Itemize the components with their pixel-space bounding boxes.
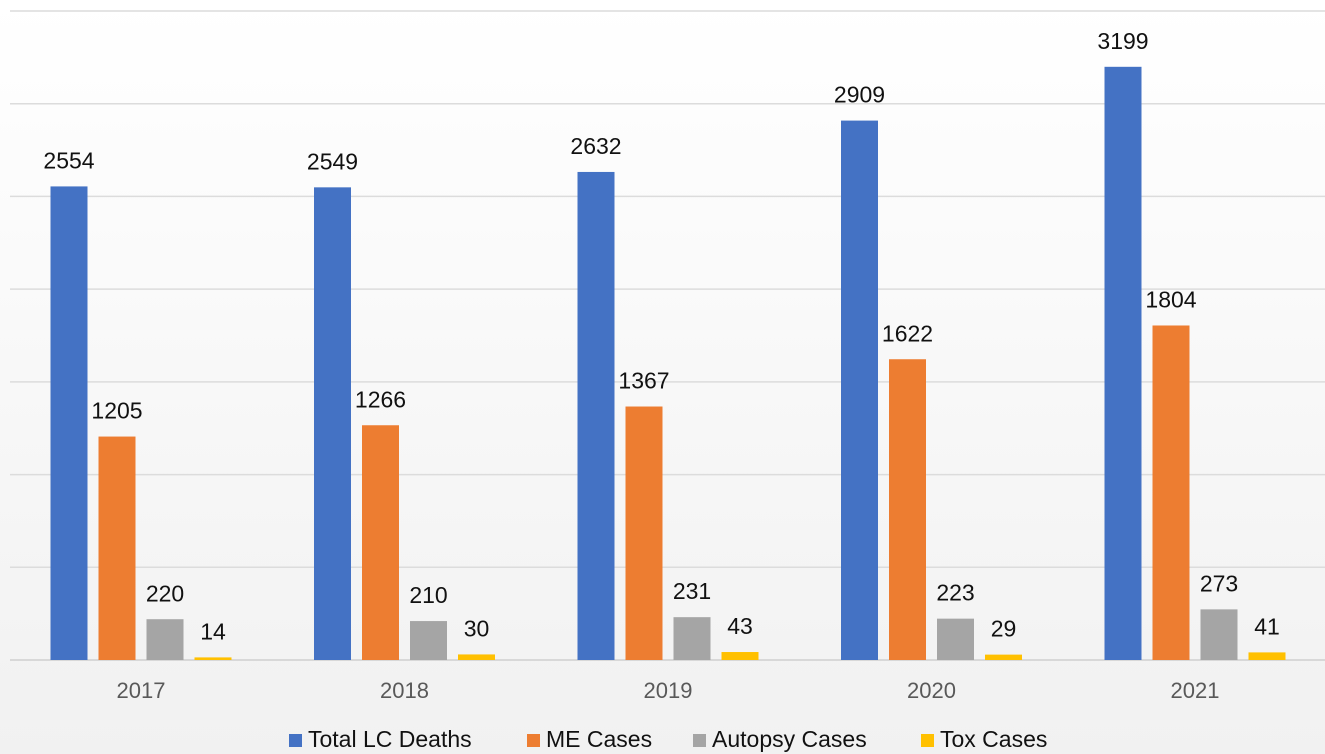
value-label: 2554 xyxy=(43,147,94,173)
value-label: 1205 xyxy=(91,398,142,424)
value-label: 30 xyxy=(464,616,490,642)
legend-swatch xyxy=(527,734,540,747)
value-label: 29 xyxy=(991,616,1017,642)
value-label: 1266 xyxy=(355,386,406,412)
bar xyxy=(458,654,495,660)
bar xyxy=(577,171,615,660)
bar xyxy=(194,657,232,660)
bar xyxy=(146,619,184,660)
value-label: 223 xyxy=(936,580,974,606)
value-label: 1804 xyxy=(1145,287,1196,313)
value-label: 2909 xyxy=(834,82,885,108)
value-label: 43 xyxy=(727,613,753,639)
x-tick-label: 2017 xyxy=(117,678,166,703)
bar xyxy=(889,359,926,660)
x-tick-label: 2019 xyxy=(644,678,693,703)
bar xyxy=(673,617,711,660)
value-label: 220 xyxy=(146,580,184,606)
value-label: 3199 xyxy=(1097,28,1148,54)
x-tick-label: 2020 xyxy=(907,678,956,703)
bar xyxy=(410,621,447,660)
value-label: 41 xyxy=(1254,613,1280,639)
bar xyxy=(721,652,759,660)
value-label: 2632 xyxy=(570,133,621,159)
bar xyxy=(1152,325,1190,660)
bar xyxy=(362,425,399,660)
bar xyxy=(98,436,136,660)
bar xyxy=(937,618,974,660)
legend-swatch xyxy=(693,734,706,747)
legend-label: ME Cases xyxy=(546,726,652,752)
legend-label: Tox Cases xyxy=(940,726,1047,752)
bar xyxy=(50,186,88,660)
bar xyxy=(314,187,351,660)
bar xyxy=(841,120,878,661)
bar xyxy=(1248,652,1286,660)
value-label: 2549 xyxy=(307,148,358,174)
legend-label: Autopsy Cases xyxy=(712,726,867,752)
legend-swatch xyxy=(921,734,934,747)
bar xyxy=(985,654,1022,660)
bar xyxy=(1104,66,1142,660)
bar xyxy=(625,406,663,660)
x-tick-label: 2021 xyxy=(1171,678,1220,703)
value-label: 210 xyxy=(409,582,447,608)
legend-swatch xyxy=(289,734,302,747)
value-label: 1622 xyxy=(882,320,933,346)
value-label: 231 xyxy=(673,578,711,604)
value-label: 1367 xyxy=(618,368,669,394)
x-tick-label: 2018 xyxy=(380,678,429,703)
value-label: 273 xyxy=(1200,570,1238,596)
legend-label: Total LC Deaths xyxy=(308,726,472,752)
value-label: 14 xyxy=(200,618,226,644)
bar xyxy=(1200,609,1238,660)
